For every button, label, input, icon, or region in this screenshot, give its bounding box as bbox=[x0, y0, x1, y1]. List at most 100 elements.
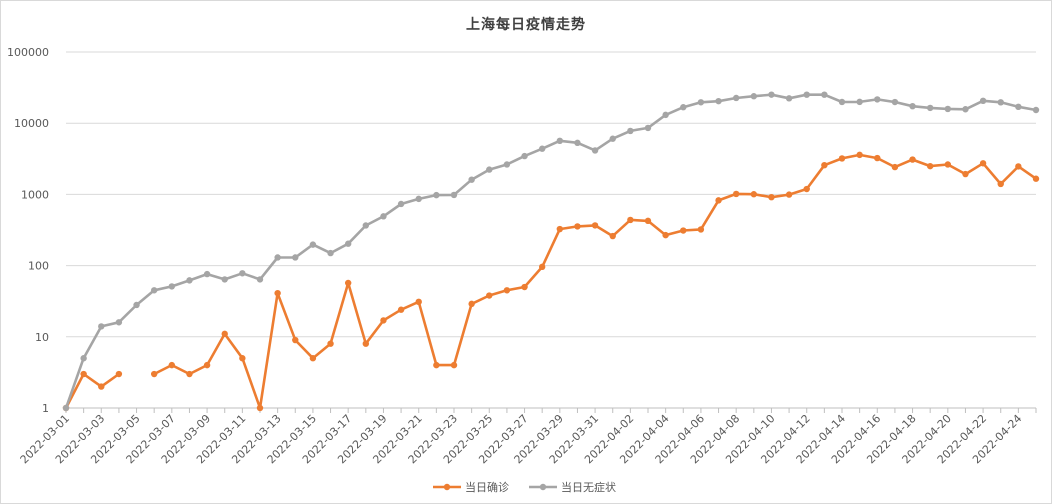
data-point bbox=[486, 292, 493, 299]
data-point bbox=[803, 185, 810, 193]
data-point bbox=[556, 225, 564, 233]
data-point bbox=[80, 370, 87, 378]
data-point bbox=[627, 127, 634, 135]
data-point bbox=[168, 283, 176, 290]
data-point bbox=[574, 223, 581, 230]
data-point bbox=[327, 340, 334, 347]
data-point bbox=[538, 263, 546, 271]
legend-label: 当日无症状 bbox=[561, 480, 616, 494]
data-point bbox=[715, 197, 722, 204]
data-point bbox=[785, 95, 793, 102]
data-point bbox=[274, 254, 281, 261]
data-point bbox=[574, 139, 581, 147]
series-line bbox=[64, 93, 1038, 410]
data-point bbox=[979, 160, 987, 167]
data-point bbox=[450, 191, 458, 199]
data-point bbox=[309, 241, 317, 248]
data-point bbox=[221, 276, 228, 283]
data-point bbox=[256, 276, 264, 283]
data-point bbox=[891, 98, 899, 106]
data-point bbox=[186, 370, 193, 378]
data-point bbox=[1015, 103, 1022, 111]
data-point bbox=[521, 152, 528, 160]
data-point bbox=[133, 301, 140, 309]
data-point bbox=[203, 361, 211, 369]
data-point bbox=[397, 200, 405, 208]
data-point bbox=[1015, 163, 1022, 170]
data-point bbox=[697, 99, 705, 106]
data-point bbox=[503, 161, 511, 168]
data-point bbox=[433, 191, 440, 199]
data-point bbox=[926, 104, 934, 112]
data-point bbox=[609, 135, 616, 142]
data-point bbox=[239, 270, 246, 277]
data-point bbox=[362, 340, 370, 347]
data-point bbox=[715, 97, 722, 105]
data-point bbox=[962, 170, 969, 178]
series-2 bbox=[62, 91, 1040, 412]
data-point bbox=[926, 162, 934, 170]
legend-marker bbox=[539, 483, 547, 491]
data-point bbox=[450, 361, 458, 369]
data-point bbox=[98, 323, 105, 330]
data-point bbox=[362, 222, 370, 229]
grid-lines bbox=[66, 51, 1036, 338]
y-tick-label: 100 bbox=[28, 260, 49, 273]
data-point bbox=[891, 163, 899, 171]
y-tick-label: 10000 bbox=[14, 117, 49, 130]
data-point bbox=[944, 105, 952, 113]
data-point bbox=[309, 355, 317, 362]
data-point bbox=[997, 180, 1004, 188]
data-point bbox=[803, 91, 810, 98]
data-point bbox=[98, 383, 105, 390]
y-tick-label: 10 bbox=[35, 331, 49, 344]
data-point bbox=[80, 355, 87, 362]
legend: 当日确诊 当日无症状 bbox=[433, 480, 616, 494]
data-point bbox=[750, 191, 758, 198]
data-point bbox=[874, 154, 881, 162]
data-point bbox=[732, 94, 740, 102]
data-point bbox=[433, 361, 440, 369]
series-layer bbox=[62, 91, 1040, 412]
data-point bbox=[344, 279, 352, 287]
data-point bbox=[680, 227, 687, 234]
data-point bbox=[644, 217, 652, 225]
data-point bbox=[150, 287, 158, 294]
data-point bbox=[327, 249, 334, 257]
data-point bbox=[750, 93, 758, 100]
data-point bbox=[768, 193, 775, 201]
data-point bbox=[344, 240, 352, 247]
data-point bbox=[697, 226, 705, 233]
data-point bbox=[768, 91, 775, 98]
data-point bbox=[856, 151, 863, 159]
data-point bbox=[168, 361, 176, 369]
legend-item-2: 当日无症状 bbox=[529, 480, 616, 494]
data-point bbox=[239, 355, 246, 362]
data-point bbox=[468, 300, 475, 308]
data-point bbox=[115, 319, 123, 326]
data-point bbox=[821, 91, 828, 98]
data-point bbox=[979, 97, 987, 105]
data-point bbox=[203, 270, 211, 278]
series-line bbox=[152, 153, 1038, 410]
data-point bbox=[521, 283, 528, 291]
y-axis: 1 10 100 1000 10000 100000 bbox=[7, 46, 49, 415]
y-tick-label: 100000 bbox=[7, 46, 49, 59]
data-point bbox=[292, 336, 299, 344]
x-axis: 2022-03-012022-03-032022-03-052022-03-07… bbox=[18, 407, 1037, 466]
data-point bbox=[380, 317, 387, 324]
chart-title: 上海每日疫情走势 bbox=[466, 16, 586, 33]
data-point bbox=[856, 98, 863, 106]
data-point bbox=[503, 287, 511, 294]
data-point bbox=[556, 137, 564, 145]
data-point bbox=[150, 370, 158, 378]
data-point bbox=[644, 124, 652, 132]
data-point bbox=[380, 213, 387, 220]
data-point bbox=[538, 145, 546, 152]
data-point bbox=[997, 99, 1004, 106]
data-point bbox=[468, 176, 475, 183]
data-point bbox=[909, 156, 916, 163]
data-point bbox=[732, 190, 740, 198]
data-point bbox=[486, 166, 493, 173]
data-point bbox=[1032, 106, 1040, 114]
